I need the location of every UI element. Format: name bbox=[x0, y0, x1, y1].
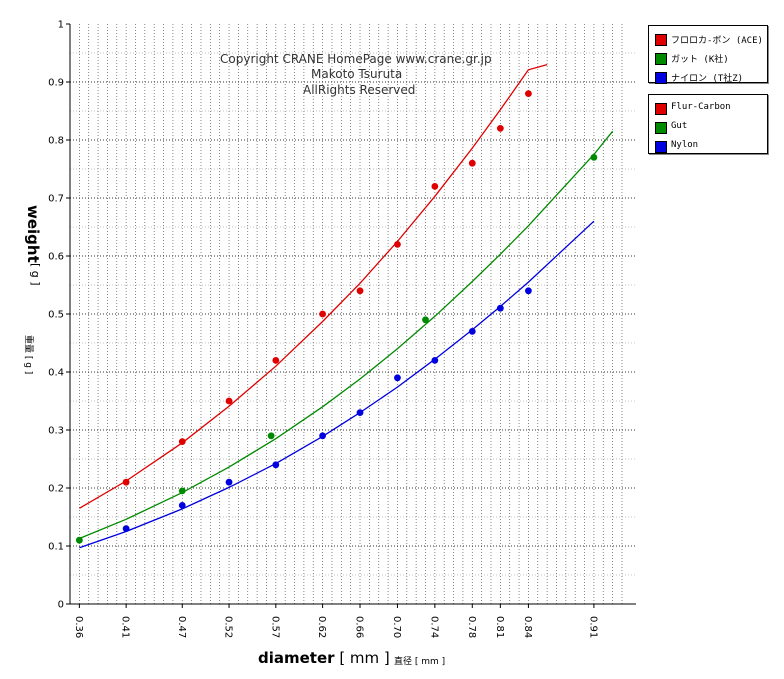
data-point-nylon bbox=[356, 409, 364, 416]
x-tick-label: 0.36 bbox=[73, 616, 84, 638]
legend-item: ガット (K社) bbox=[649, 50, 767, 67]
x-tick-label: 0.47 bbox=[176, 616, 187, 638]
data-point-nylon bbox=[525, 287, 532, 295]
data-point-nylon bbox=[122, 525, 130, 532]
x-tick-label: 0.70 bbox=[391, 616, 402, 638]
data-point-gut bbox=[590, 154, 598, 161]
legend-swatch-blue bbox=[655, 72, 667, 84]
y-tick-label: 0 bbox=[58, 600, 64, 611]
legend-label: Gut bbox=[671, 121, 688, 131]
copyright-line-2: Makoto Tsuruta bbox=[311, 67, 403, 81]
y-tick-label: 0.5 bbox=[48, 310, 64, 321]
tick-labels: 00.10.20.30.40.50.60.70.80.910.36 0.41 0.4… bbox=[48, 20, 598, 639]
data-point-gut bbox=[75, 536, 83, 544]
legend-swatch-green bbox=[655, 53, 667, 65]
legend-label: ナイロン (T社Z) bbox=[671, 74, 744, 84]
data-point-flur-carbon bbox=[356, 287, 364, 295]
y-tick-label: 0.4 bbox=[48, 368, 64, 379]
y-axis-title: weight bbox=[24, 205, 42, 263]
fit-curve-gut bbox=[79, 130, 614, 540]
y-tick-label: 1 bbox=[58, 20, 64, 31]
data-point-nylon bbox=[272, 461, 280, 469]
data-point-flur-carbon bbox=[272, 357, 280, 364]
data-point-flur-carbon bbox=[394, 241, 401, 248]
axes bbox=[66, 23, 636, 608]
data-point-nylon bbox=[431, 357, 439, 364]
y-tick-label: 0.8 bbox=[48, 136, 64, 147]
data-point-nylon bbox=[178, 502, 186, 509]
x-tick-label: 0.52 bbox=[223, 616, 234, 638]
data-point-nylon bbox=[225, 478, 233, 486]
legend-label: Nylon bbox=[671, 140, 699, 150]
legend-item: Gut bbox=[649, 119, 767, 136]
x-tick-label: 0.41 bbox=[120, 616, 131, 638]
legend-english: Flur-Carbon Gut Nylon bbox=[648, 94, 768, 154]
y-tick-label: 0.9 bbox=[48, 78, 64, 89]
x-tick-label: 0.91 bbox=[587, 616, 598, 638]
data-point-nylon bbox=[468, 328, 476, 335]
y-tick-label: 0.7 bbox=[48, 194, 64, 205]
data-point-flur-carbon bbox=[468, 159, 476, 167]
x-axis-title-main: diameter bbox=[258, 649, 335, 667]
x-tick-label: 0.78 bbox=[466, 616, 477, 638]
legend-swatch-red bbox=[655, 103, 667, 115]
y-tick-label: 0.2 bbox=[48, 484, 64, 495]
legend-label: ガット (K社) bbox=[671, 55, 729, 65]
y-tick-label: 0.3 bbox=[48, 426, 64, 437]
x-axis-title-japanese: 直径 [ mm ] bbox=[394, 657, 446, 667]
x-tick-label: 0.66 bbox=[354, 616, 365, 638]
y-tick-label: 0.6 bbox=[48, 252, 64, 263]
copyright-line-3: AllRights Reserved bbox=[303, 83, 416, 97]
data-points bbox=[75, 90, 598, 544]
legend-label: フロロカ-ボン (ACE) bbox=[671, 36, 763, 46]
legend-swatch-blue bbox=[655, 141, 667, 153]
data-point-flur-carbon bbox=[319, 310, 326, 318]
x-tick-label: 0.62 bbox=[316, 616, 327, 638]
data-point-flur-carbon bbox=[225, 397, 233, 405]
data-point-gut bbox=[267, 432, 275, 440]
y-axis-unit: [ g ] bbox=[29, 263, 42, 286]
copyright-line-1: Copyright CRANE HomePage www.crane.gr.jp bbox=[220, 52, 492, 66]
data-point-nylon bbox=[319, 432, 326, 440]
legend-japanese: フロロカ-ボン (ACE) ガット (K社) ナイロン (T社Z) bbox=[648, 25, 768, 86]
data-point-flur-carbon bbox=[122, 478, 130, 486]
x-tick-label: 0.84 bbox=[522, 616, 533, 638]
legend-item: フロロカ-ボン (ACE) bbox=[649, 31, 767, 48]
x-axis-unit: [ mm ] bbox=[334, 649, 390, 667]
data-point-flur-carbon bbox=[525, 90, 532, 97]
data-point-flur-carbon bbox=[431, 183, 439, 190]
legend-label: Flur-Carbon bbox=[671, 102, 731, 112]
data-point-gut bbox=[178, 487, 186, 495]
legend-item: Nylon bbox=[649, 138, 767, 155]
data-point-flur-carbon bbox=[178, 438, 186, 445]
legend-item: ナイロン (T社Z) bbox=[649, 69, 767, 86]
fit-curves bbox=[79, 63, 614, 549]
x-tick-label: 0.57 bbox=[269, 616, 280, 638]
fit-curve-nylon bbox=[79, 220, 595, 549]
data-point-nylon bbox=[394, 374, 401, 382]
x-tick-label: 0.81 bbox=[494, 616, 505, 638]
data-point-gut bbox=[422, 316, 429, 324]
y-axis-title-japanese: 重量 [ g ] bbox=[23, 335, 33, 375]
legend-swatch-red bbox=[655, 34, 667, 46]
x-axis-title: diameter [ mm ] bbox=[258, 649, 390, 667]
x-tick-label: 0.74 bbox=[428, 616, 439, 638]
grid-lines bbox=[70, 24, 636, 604]
data-point-nylon bbox=[496, 304, 504, 312]
legend-item: Flur-Carbon bbox=[649, 100, 767, 117]
y-tick-label: 0.1 bbox=[48, 542, 64, 553]
legend-swatch-green bbox=[655, 122, 667, 134]
data-point-flur-carbon bbox=[496, 124, 504, 132]
